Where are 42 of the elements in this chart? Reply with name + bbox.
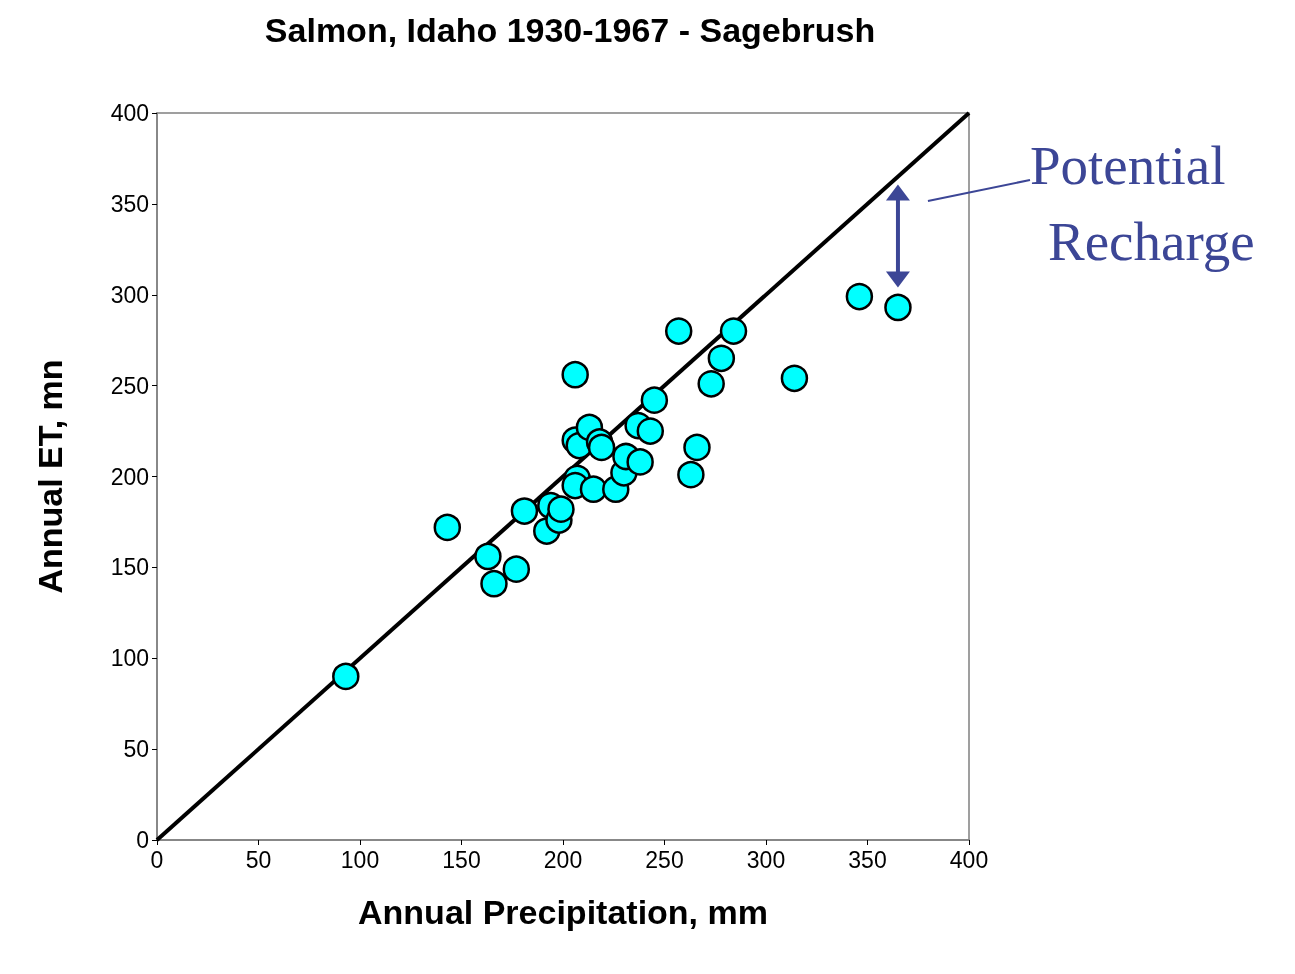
text: Potential Recharge — [1030, 134, 1255, 274]
x-tick-label: 200 — [543, 846, 583, 873]
x-tick-label: 300 — [746, 846, 786, 873]
chart-title: Salmon, Idaho 1930-1967 - Sagebrush — [264, 11, 876, 49]
point — [332, 662, 360, 691]
y-tick-label: 0 — [136, 827, 149, 853]
y-tick-label: 50 — [123, 736, 149, 763]
y-tick-label: 200 — [110, 463, 149, 490]
point — [780, 364, 809, 393]
point — [547, 495, 575, 523]
x-tick-label: 400 — [949, 846, 989, 873]
y-tick-label: 350 — [110, 190, 149, 217]
x-tick-label: 250 — [645, 846, 684, 873]
point — [845, 282, 874, 311]
point — [480, 569, 508, 598]
point — [474, 542, 502, 571]
y-tick-label: 100 — [110, 645, 149, 672]
point — [884, 293, 912, 322]
point — [697, 370, 725, 398]
point — [502, 555, 531, 583]
y-tick-label: 250 — [110, 372, 149, 399]
y-tick-label: 150 — [110, 554, 149, 581]
point — [640, 386, 669, 414]
point — [719, 317, 748, 345]
point — [561, 360, 589, 389]
x-tick-label: 150 — [442, 846, 481, 873]
point — [636, 417, 665, 445]
y-tick-label: 400 — [110, 100, 149, 126]
x-tick-label: 350 — [848, 846, 887, 873]
point — [587, 433, 616, 462]
point — [683, 433, 711, 462]
point — [626, 448, 654, 476]
point — [433, 513, 462, 542]
point — [707, 344, 736, 373]
y-axis-title: Annual ET, mn — [31, 359, 69, 594]
x-axis-title: Annual Precipitation, mm — [358, 893, 768, 931]
point — [664, 317, 693, 345]
point — [677, 460, 705, 489]
y-tick-label: 300 — [110, 281, 149, 308]
point — [510, 497, 539, 525]
x-tick-label: 100 — [340, 846, 380, 873]
x-tick-label: 50 — [245, 846, 272, 873]
